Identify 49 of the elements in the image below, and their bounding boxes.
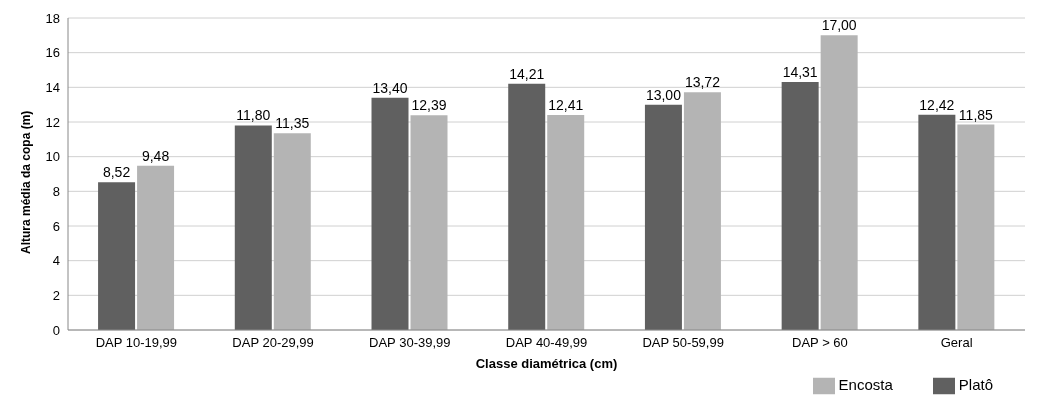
x-axis-title: Classe diamétrica (cm): [475, 356, 618, 371]
y-tick-label: 12: [45, 114, 60, 130]
x-tick-label: DAP 40-49,99: [505, 335, 588, 351]
y-tick-label: 18: [45, 10, 60, 26]
bar: [371, 97, 409, 330]
bar: [918, 114, 956, 330]
y-tick-label: 14: [45, 79, 60, 95]
bar: [683, 92, 721, 330]
data-label: 9,48: [141, 147, 170, 164]
bar: [644, 104, 682, 330]
bar: [820, 35, 858, 330]
bar: [273, 133, 311, 330]
x-tick-label: DAP 20-29,99: [232, 335, 314, 351]
data-label: 12,41: [548, 96, 584, 113]
y-tick-label: 6: [52, 218, 60, 234]
data-label: 12,39: [411, 97, 447, 114]
data-label: 13,72: [684, 74, 721, 91]
bar: [137, 165, 175, 330]
data-label: 11,80: [236, 107, 271, 124]
y-axis-title: Altura média da copa (m): [19, 110, 34, 254]
data-label: 14,21: [509, 65, 545, 82]
data-label: 17,00: [821, 17, 857, 34]
bar: [234, 125, 272, 330]
y-tick-label: 4: [52, 253, 60, 269]
y-tick-label: 8: [52, 183, 60, 199]
bar: [410, 115, 448, 330]
data-label: 11,35: [275, 115, 310, 132]
x-tick-label: Geral: [940, 335, 973, 351]
data-label: 13,00: [645, 86, 682, 103]
y-tick-label: 10: [45, 149, 60, 165]
legend-label: Platô: [958, 375, 993, 393]
x-tick-label: DAP > 60: [792, 335, 848, 351]
x-tick-label: DAP 10-19,99: [95, 335, 178, 351]
y-tick-label: 2: [52, 287, 60, 303]
legend-label: Encosta: [838, 375, 893, 393]
x-tick-label: DAP 50-59,99: [642, 335, 724, 351]
data-label: 13,40: [372, 79, 408, 96]
data-label: 14,31: [782, 63, 818, 80]
bar: [957, 124, 995, 330]
bar: [508, 83, 546, 330]
data-label: 11,85: [958, 106, 994, 123]
x-tick-label: DAP 30-39,99: [369, 335, 451, 351]
y-tick-label: 16: [45, 45, 60, 61]
y-tick-label: 0: [52, 322, 60, 338]
bar: [547, 114, 585, 330]
bar: [98, 182, 136, 330]
data-label: 8,52: [102, 164, 131, 181]
bar: [781, 81, 819, 330]
data-label: 12,42: [919, 96, 955, 113]
